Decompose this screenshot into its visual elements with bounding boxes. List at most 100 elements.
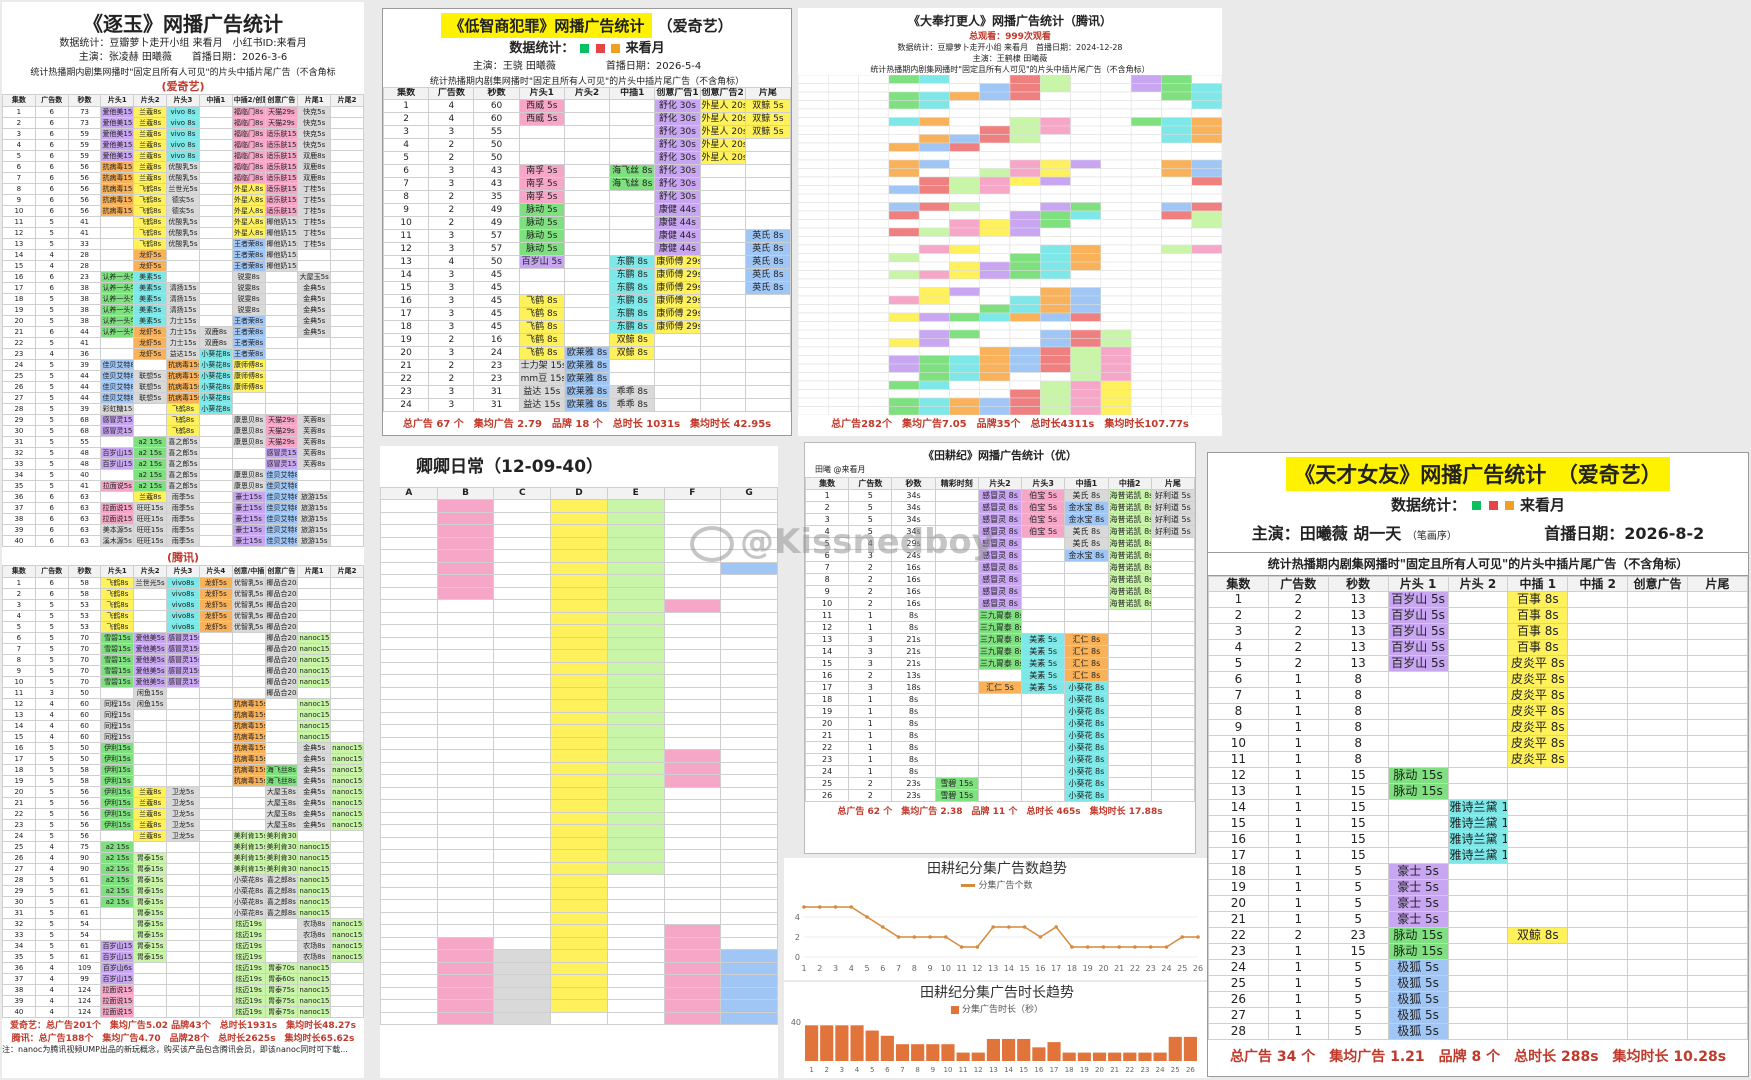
zhuyu-iqiyi-cell: 天猫29s xyxy=(264,436,299,448)
qingqing-cell xyxy=(380,724,438,738)
zhuyu-tencent-cell: 34 xyxy=(2,940,36,952)
tiangengji-cell xyxy=(1107,753,1152,766)
zhuyu-tencent-cell: 61 xyxy=(67,896,102,908)
dafeng-grid-cell xyxy=(1161,134,1192,144)
qingqing-cell xyxy=(380,961,438,975)
tiangengji-cell xyxy=(934,633,979,646)
zhuyu-tencent-cell: 5 xyxy=(34,940,69,952)
zhuyu-iqiyi-cell xyxy=(330,447,364,459)
qingqing-cell xyxy=(606,911,665,925)
table-row: 28 5 39 彩虹糖15s 飞鹤8s 小葵花8s xyxy=(2,403,364,415)
dizhishang-cell: 4 xyxy=(428,255,475,269)
qingqing-cell xyxy=(436,1011,495,1025)
zhuyu-tencent-cell: vivo8s xyxy=(166,577,200,589)
tiancai-cell xyxy=(1507,847,1569,864)
zhuyu-iqiyi-cell xyxy=(297,249,332,261)
table-row xyxy=(380,886,778,900)
duration-chart-x-tick: 10 xyxy=(944,1066,953,1074)
zhuyu-iqiyi-cell: 佳贝艾特8s xyxy=(100,381,135,393)
zhuyu-iqiyi-cell xyxy=(330,194,364,206)
dafeng-grid-cell xyxy=(979,202,1011,212)
zhuyu-iqiyi-cell: 旺旺15s xyxy=(133,535,168,547)
dafeng-grid-cell xyxy=(1100,236,1132,246)
zhuyu-tencent-cell: 拉面说15s xyxy=(100,984,135,996)
dizhishang-cell: 双鲸 8s xyxy=(609,333,656,347)
zhuyu-iqiyi-cell xyxy=(264,326,299,338)
zhuyu-iqiyi-cell: 兰蔻8s xyxy=(133,172,168,184)
tiancai-cell: 豪士 5s xyxy=(1387,911,1449,928)
zhuyu-iqiyi-cell xyxy=(198,491,233,503)
dafeng-grid-cell xyxy=(1161,397,1192,407)
zhuyu-iqiyi-cell: vivo 8s xyxy=(166,139,200,151)
tiancai-cell: 皮炎平 8s xyxy=(1507,703,1569,720)
dafeng-grid-cell xyxy=(918,380,950,390)
dafeng-grid-cell xyxy=(1191,176,1222,186)
zhuyu-tencent-cell: 雪碧15s xyxy=(100,676,135,688)
zhuyu-iqiyi-cell: 59 xyxy=(67,128,102,140)
tiangengji-cell xyxy=(934,489,979,502)
qingqing-cell xyxy=(436,761,495,775)
tiancai-cell: 百岁山 5s xyxy=(1387,591,1449,608)
tiancai-cell: 1 xyxy=(1267,799,1329,816)
zhuyu-tencent-cell: 卫龙5s xyxy=(166,797,200,809)
dizhishang-cell: 英氏 8s xyxy=(744,268,791,282)
tiangengji-cell: 21s xyxy=(891,633,936,646)
zhuyu-iqiyi-cell: 力士15s xyxy=(166,337,200,349)
zhuyu-tencent-cell: 5 xyxy=(34,665,69,677)
dafeng-grid-cell xyxy=(918,108,950,118)
dafeng-grid-cell xyxy=(828,397,859,407)
count-chart-y-tick: 2 xyxy=(795,933,800,942)
zhuyu-iqiyi-cell: a2 15s xyxy=(133,436,168,448)
qingqing-cell xyxy=(493,536,552,550)
zhuyu-iqiyi-cell: 6 xyxy=(34,502,69,514)
zhuyu-tencent-cell xyxy=(330,665,364,677)
table-row: 30 5 61 a2 15s 胃泰15s 小菜花8s 喜之郎8s nanoc15s xyxy=(2,896,364,908)
dizhishang-cell: 英氏 8s xyxy=(744,255,791,269)
zhuyu-tencent-cell: nanoc15s xyxy=(297,907,332,919)
zhuyu-tencent-header-4: 片头2 xyxy=(133,565,168,578)
dafeng-grid-cell xyxy=(888,355,920,365)
dafeng-grid-cell xyxy=(1130,168,1162,178)
zhuyu-iqiyi-cell: 美素5s xyxy=(133,271,168,283)
zhuyu-tencent-cell: 53 xyxy=(67,599,102,611)
tiangengji-cell: 雪碧 15s xyxy=(934,777,979,790)
dafeng-grid-cell xyxy=(888,329,920,339)
tiangengji-cell xyxy=(934,585,979,598)
zhuyu-tencent-cell xyxy=(330,984,364,996)
zhuyu-tencent-cell: 喜之郎8s xyxy=(264,896,299,908)
qingqing-cell xyxy=(550,699,608,713)
qingqing-cell xyxy=(663,561,722,575)
qingqing-cell xyxy=(493,599,552,613)
dafeng-grid-cell xyxy=(888,287,920,297)
tiangengji-cell: 23s xyxy=(891,777,936,790)
qingqing-cell xyxy=(663,611,722,625)
dizhishang-cell: 23 xyxy=(473,372,520,386)
dizhishang-cell: 2 xyxy=(428,216,475,230)
zhuyu-tencent-cell xyxy=(166,863,200,875)
zhuyu-tencent-cell: 1 xyxy=(2,577,36,589)
zhuyu-iqiyi-cell: 4 xyxy=(2,139,36,151)
zhuyu-tencent-cell: 18 xyxy=(2,764,36,776)
dafeng-grid-cell xyxy=(918,134,950,144)
tiangengji-cell xyxy=(1107,789,1152,802)
dafeng-grid-cell xyxy=(1100,287,1132,297)
zhuyu-tencent-cell: vivo8s xyxy=(166,599,200,611)
dafeng-grid-cell xyxy=(949,193,980,203)
dafeng-grid-cell xyxy=(1161,287,1192,297)
tiangengji-cell: 3 xyxy=(848,657,893,670)
zhuyu-total-iqiyi: 爱奇艺：总广告201个 集均广告5.02 品牌43个 总时长1931s 集均时长… xyxy=(10,1021,356,1031)
qingqing-cell xyxy=(550,836,608,850)
dafeng-grid-cell xyxy=(858,270,890,280)
qingqing-cell xyxy=(663,711,722,725)
dafeng-grid-cell xyxy=(1161,244,1192,254)
dizhishang-cell: 飞鹤 8s xyxy=(518,346,565,360)
zhuyu-tencent-cell xyxy=(198,940,233,952)
zhuyu-tencent-cell: a2 15s xyxy=(100,885,135,897)
dizhishang-cell xyxy=(744,177,791,191)
tiangengji-cell xyxy=(934,669,979,682)
count-chart-x-tick: 14 xyxy=(1004,964,1014,973)
tiangengji-cell xyxy=(1064,585,1109,598)
dizhishang-cell: 11 xyxy=(383,229,430,243)
zhuyu-tencent-cell: 56 xyxy=(67,819,102,831)
